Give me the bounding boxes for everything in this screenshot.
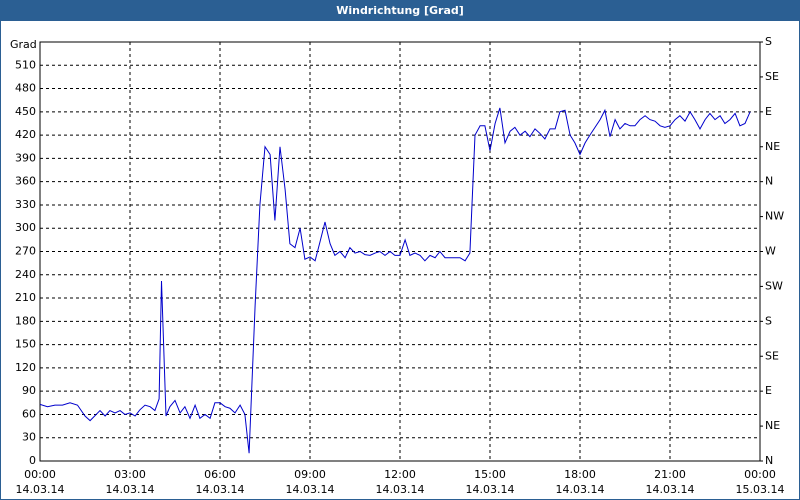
x-tick-date: 14.03.14	[286, 483, 335, 496]
x-tick-label: 18:00	[564, 468, 596, 481]
y2-tick-label: N	[765, 454, 773, 467]
x-tick-date: 14.03.14	[376, 483, 425, 496]
y-tick-label: 330	[15, 198, 36, 211]
chart-title: Windrichtung [Grad]	[336, 4, 464, 17]
y2-tick-label: NW	[765, 210, 784, 223]
y-tick-label: 450	[15, 105, 36, 118]
y2-tick-label: E	[765, 105, 772, 118]
y-tick-label: 360	[15, 175, 36, 188]
y2-tick-label: SE	[765, 349, 779, 362]
y-axis-label: Grad	[10, 38, 37, 51]
title-bar	[0, 0, 800, 20]
y-tick-label: 420	[15, 128, 36, 141]
x-tick-date: 14.03.14	[466, 483, 515, 496]
x-tick-label: 09:00	[294, 468, 326, 481]
y2-tick-label: NE	[765, 419, 780, 432]
y-tick-label: 210	[15, 291, 36, 304]
x-tick-date: 14.03.14	[196, 483, 245, 496]
y-tick-label: 510	[15, 58, 36, 71]
y2-tick-label: NE	[765, 140, 780, 153]
plot-border	[39, 41, 761, 462]
x-tick-date: 14.03.14	[106, 483, 155, 496]
x-tick-label: 12:00	[384, 468, 416, 481]
y2-tick-label: E	[765, 384, 772, 397]
y-tick-label: 180	[15, 314, 36, 327]
x-tick-date: 15.03.14	[736, 483, 785, 496]
y-tick-label: 480	[15, 82, 36, 95]
x-tick-label: 21:00	[654, 468, 686, 481]
x-tick-date: 14.03.14	[556, 483, 605, 496]
y2-tick-label: W	[765, 245, 776, 258]
y-tick-label: 120	[15, 361, 36, 374]
y-tick-label: 150	[15, 338, 36, 351]
x-tick-label: 03:00	[114, 468, 146, 481]
x-tick-date: 14.03.14	[646, 483, 695, 496]
y-tick-label: 0	[29, 454, 36, 467]
x-tick-date: 14.03.14	[16, 483, 65, 496]
y2-tick-label: SW	[765, 279, 783, 292]
y-tick-label: 90	[22, 384, 36, 397]
y-tick-label: 300	[15, 221, 36, 234]
y2-tick-label: SE	[765, 70, 779, 83]
y2-tick-label: S	[765, 314, 772, 327]
x-tick-label: 15:00	[474, 468, 506, 481]
data-line	[39, 107, 751, 454]
x-tick-label: 00:00	[24, 468, 56, 481]
y-tick-label: 30	[22, 431, 36, 444]
y-tick-label: 270	[15, 245, 36, 258]
y-tick-label: 60	[22, 407, 36, 420]
x-tick-label: 00:00	[744, 468, 776, 481]
y-tick-label: 240	[15, 268, 36, 281]
y2-tick-label: N	[765, 175, 773, 188]
y-tick-label: 390	[15, 151, 36, 164]
y2-tick-label: S	[765, 35, 772, 48]
x-tick-label: 06:00	[204, 468, 236, 481]
